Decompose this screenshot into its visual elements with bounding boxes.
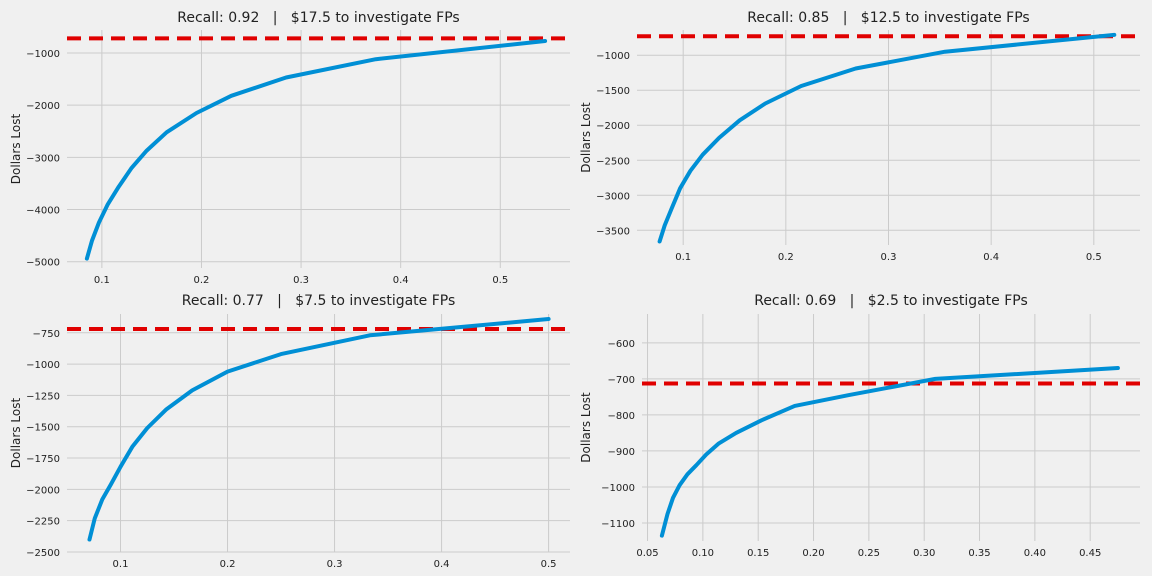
y-tick-label: −2500 (26, 548, 60, 559)
chart-title: Recall: 0.69 | $2.5 to investigate FPs (754, 293, 1028, 309)
y-tick-label: −1000 (26, 49, 60, 60)
y-tick-label: −1500 (26, 423, 60, 434)
y-tick-label: −4000 (26, 206, 60, 217)
x-tick-label: 0.25 (858, 548, 880, 559)
chart-title: Recall: 0.85 | $12.5 to investigate FPs (747, 10, 1029, 26)
y-tick-label: −750 (33, 329, 60, 340)
x-tick-label: 0.4 (434, 559, 450, 570)
y-axis-label: Dollars Lost (9, 114, 23, 185)
y-tick-label: −2500 (596, 156, 630, 167)
x-tick-label: 0.3 (327, 559, 343, 570)
y-tick-label: −1000 (26, 360, 60, 371)
y-tick-label: −1250 (26, 391, 60, 402)
y-tick-label: −600 (608, 339, 635, 350)
plot-area (67, 30, 570, 268)
chart-panel-top-left: 0.1 0.2 0.3 0.4 0.5 −5000 −4000 −3000 −2000 −1000… (9, 10, 570, 286)
y-tick-label: −5000 (26, 258, 60, 269)
y-tick-label: −1000 (601, 483, 635, 494)
y-tick-label: −1500 (596, 86, 630, 97)
x-tick-label: 0.2 (194, 275, 210, 286)
x-tick-label: 0.4 (393, 275, 409, 286)
series-line (87, 317, 551, 542)
y-tick-label: −2000 (26, 101, 60, 112)
x-tick-label: 0.1 (94, 275, 110, 286)
y-tick-label: −2000 (596, 121, 630, 132)
x-tick-label: 0.05 (636, 548, 658, 559)
y-tick-label: −2250 (26, 517, 60, 528)
x-tick-label: 0.4 (983, 252, 999, 263)
y-tick-label: −800 (608, 411, 635, 422)
chart-title: Recall: 0.77 | $7.5 to investigate FPs (182, 293, 456, 309)
x-tick-label: 0.15 (747, 548, 769, 559)
x-tick-label: 0.5 (541, 559, 557, 570)
x-tick-label: 0.20 (802, 548, 824, 559)
plot-area (67, 314, 570, 552)
x-tick-label: 0.40 (1024, 548, 1046, 559)
x-tick-label: 0.35 (968, 548, 990, 559)
y-tick-label: −1100 (601, 519, 635, 530)
x-tick-label: 0.1 (675, 252, 691, 263)
series-line (657, 32, 1117, 244)
chart-title: Recall: 0.92 | $17.5 to investigate FPs (177, 10, 459, 26)
y-tick-label: −1000 (596, 51, 630, 62)
chart-panel-bottom-left: 0.1 0.2 0.3 0.4 0.5 −2500 −2250 −2000 −1750 −1500… (9, 293, 570, 570)
x-tick-label: 0.5 (1086, 252, 1102, 263)
x-tick-label: 0.45 (1079, 548, 1101, 559)
y-tick-label: −900 (608, 447, 635, 458)
x-tick-label: 0.2 (220, 559, 236, 570)
x-tick-label: 0.3 (881, 252, 897, 263)
y-axis-label: Dollars Lost (579, 392, 593, 463)
y-tick-label: −3000 (596, 191, 630, 202)
y-tick-label: −3000 (26, 153, 60, 164)
chart-panel-top-right: 0.1 0.2 0.3 0.4 0.5 −3500 −3000 −2500 −2000 −1500… (579, 10, 1140, 263)
x-tick-label: 0.30 (913, 548, 935, 559)
plot-area (642, 314, 1140, 541)
x-tick-label: 0.5 (492, 275, 508, 286)
x-tick-label: 0.1 (113, 559, 129, 570)
y-tick-label: −3500 (596, 226, 630, 237)
series-line (84, 39, 548, 261)
y-tick-label: −2000 (26, 485, 60, 496)
x-tick-label: 0.3 (293, 275, 309, 286)
x-tick-label: 0.2 (778, 252, 794, 263)
chart-panel-bottom-right: 0.05 0.10 0.15 0.20 0.25 0.30 0.35 0.40 0.45 −110… (579, 293, 1140, 559)
x-tick-label: 0.10 (692, 548, 714, 559)
y-tick-label: −1750 (26, 454, 60, 465)
series-line (659, 366, 1120, 538)
y-axis-label: Dollars Lost (9, 398, 23, 469)
y-axis-label: Dollars Lost (579, 102, 593, 173)
y-tick-label: −700 (608, 375, 635, 386)
